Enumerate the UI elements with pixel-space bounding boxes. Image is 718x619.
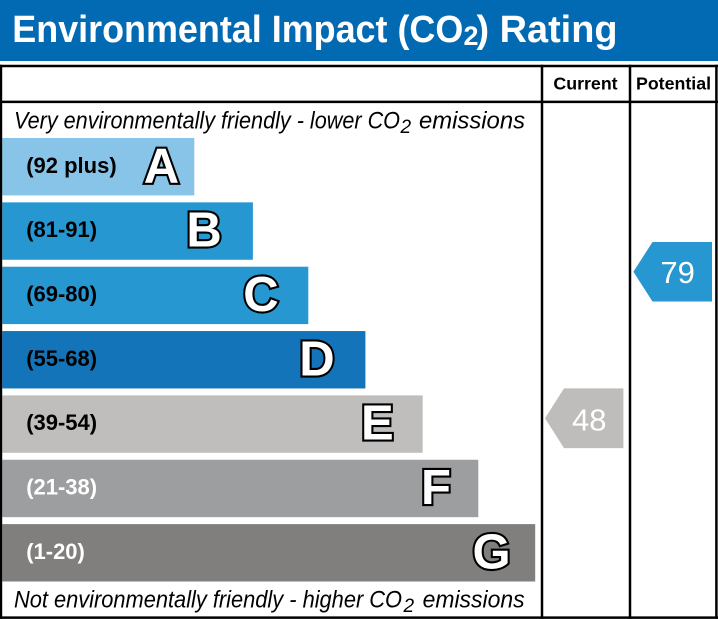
svg-text:Not environmentally friendly -: Not environmentally friendly - higher CO xyxy=(14,587,402,614)
svg-text:C: C xyxy=(243,268,278,322)
svg-text:(55-68): (55-68) xyxy=(26,346,97,371)
svg-text:(92 plus): (92 plus) xyxy=(26,153,116,178)
svg-text:(69-80): (69-80) xyxy=(26,282,97,307)
svg-text:G: G xyxy=(472,525,510,579)
svg-text:2: 2 xyxy=(400,117,412,138)
svg-text:79: 79 xyxy=(660,255,694,290)
svg-text:2: 2 xyxy=(464,21,479,51)
svg-text:2: 2 xyxy=(403,596,415,617)
svg-text:D: D xyxy=(299,332,334,386)
svg-text:E: E xyxy=(361,397,394,451)
svg-text:(1-20): (1-20) xyxy=(26,539,85,564)
svg-text:Potential: Potential xyxy=(636,74,711,94)
svg-text:(81-91): (81-91) xyxy=(26,217,97,242)
svg-text:Environmental Impact (CO: Environmental Impact (CO xyxy=(12,9,463,51)
svg-text:48: 48 xyxy=(572,402,606,437)
svg-text:A: A xyxy=(144,139,179,193)
svg-text:(21-38): (21-38) xyxy=(26,475,97,500)
svg-text:emissions: emissions xyxy=(423,587,525,614)
svg-text:Very environmentally friendly: Very environmentally friendly - lower CO xyxy=(14,107,400,134)
svg-text:(39-54): (39-54) xyxy=(26,410,97,435)
svg-text:) Rating: ) Rating xyxy=(477,9,618,51)
svg-text:B: B xyxy=(186,204,221,258)
svg-text:Current: Current xyxy=(553,74,617,94)
svg-text:F: F xyxy=(421,461,451,515)
svg-text:emissions: emissions xyxy=(419,107,525,134)
